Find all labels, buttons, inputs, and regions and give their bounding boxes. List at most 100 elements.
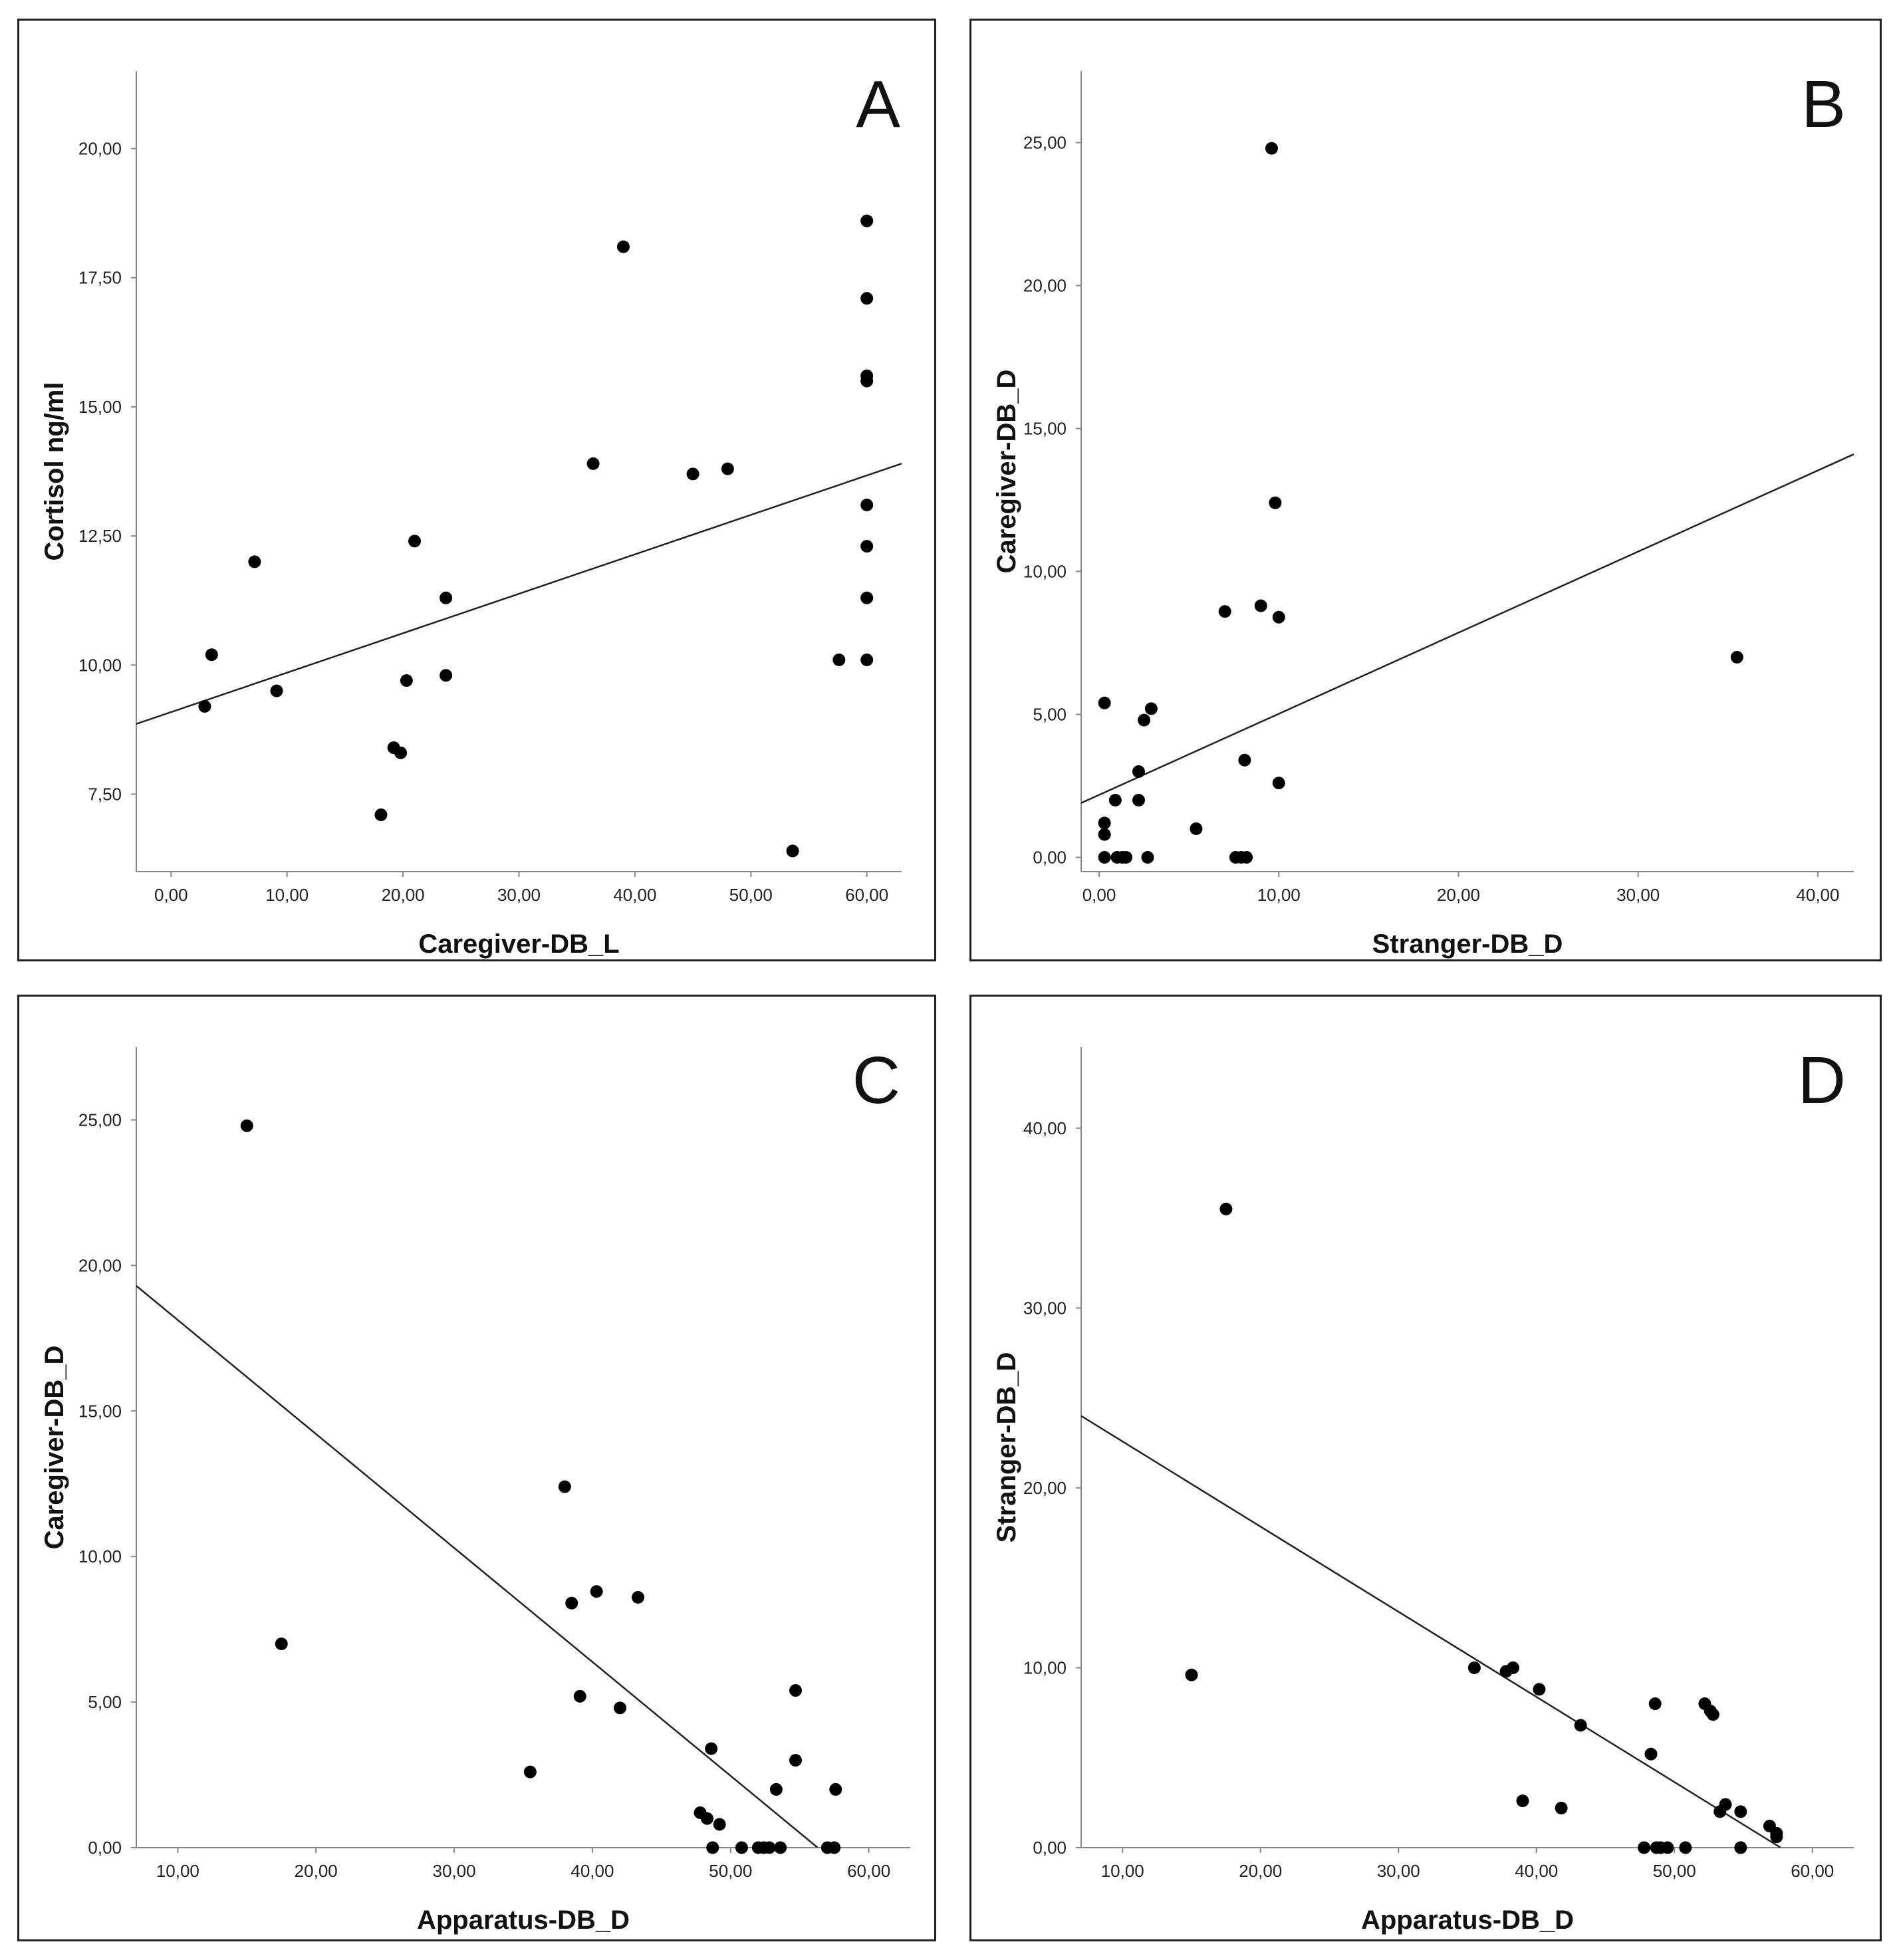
chart-c-data-point bbox=[789, 1684, 802, 1697]
chart-d-data-point bbox=[1706, 1708, 1719, 1721]
chart-d-data-point bbox=[1734, 1841, 1747, 1854]
chart-d-data-point bbox=[1638, 1841, 1651, 1854]
chart-d-x-tick-label: 20,00 bbox=[1239, 1861, 1282, 1881]
chart-a-data-point bbox=[686, 467, 699, 481]
chart-c-y-tick-label: 10,00 bbox=[78, 1546, 122, 1566]
chart-c-data-point bbox=[275, 1638, 288, 1651]
chart-d-x-tick-label: 40,00 bbox=[1515, 1861, 1558, 1881]
chart-a-x-tick-label: 40,00 bbox=[613, 885, 656, 905]
chart-c-y-axis-title: Caregiver-DB_D bbox=[40, 1346, 69, 1550]
chart-a-svg: 0,00 10,00 20,00 30,00 40,00 50,00 60,00 7,50 10… bbox=[40, 67, 902, 959]
chart-c-x-tick-label: 40,00 bbox=[570, 1861, 614, 1881]
chart-a-y-tick-label: 20,00 bbox=[78, 139, 122, 159]
chart-c-data-point bbox=[713, 1818, 726, 1831]
chart-a-data-point bbox=[860, 540, 874, 553]
chart-b-y-tick-label: 5,00 bbox=[1033, 705, 1067, 725]
chart-d-data-point bbox=[1533, 1683, 1546, 1696]
panel-c: 10,00 20,00 30,00 40,00 50,00 60,00 0,00 5,00 10… bbox=[17, 995, 936, 1941]
chart-b-data-point bbox=[1272, 777, 1285, 790]
chart-d-y-tick-label: 10,00 bbox=[1023, 1657, 1067, 1677]
chart-c-data-point bbox=[789, 1754, 802, 1767]
chart-c-data-point bbox=[735, 1841, 748, 1854]
chart-c-x-tick-label: 60,00 bbox=[847, 1861, 890, 1881]
chart-d-data-point bbox=[1574, 1719, 1587, 1732]
chart-a-data-point bbox=[440, 591, 453, 604]
chart-b-data-point bbox=[1141, 851, 1154, 864]
chart-b-y-tick-label: 20,00 bbox=[1023, 276, 1067, 296]
chart-d-data-point bbox=[1506, 1661, 1519, 1674]
chart-d-x-tick-label: 50,00 bbox=[1653, 1861, 1696, 1881]
panel-d: 10,00 20,00 30,00 40,00 50,00 60,00 0,00 10,00 2… bbox=[969, 995, 1882, 1941]
chart-c-data-point bbox=[829, 1782, 842, 1796]
chart-d-fit-line bbox=[1081, 1415, 1781, 1848]
chart-d-data-point bbox=[1644, 1747, 1658, 1761]
chart-c-data-point bbox=[632, 1590, 645, 1604]
chart-c-data-point bbox=[769, 1782, 783, 1796]
chart-a-y-tick-label: 17,50 bbox=[78, 268, 122, 288]
chart-a-data-point bbox=[860, 374, 874, 388]
chart-b-fit-line bbox=[1081, 453, 1854, 804]
chart-c-data-point bbox=[614, 1701, 626, 1715]
chart-d-x-tick-label: 60,00 bbox=[1791, 1861, 1834, 1881]
chart-a-data-point bbox=[786, 844, 799, 858]
chart-a-y-tick-label: 10,00 bbox=[78, 655, 122, 675]
chart-d-data-point bbox=[1219, 1203, 1233, 1216]
panel-b: 0,00 10,00 20,00 30,00 40,00 0,00 5,00 10,00 15,… bbox=[969, 19, 1882, 961]
chart-d-data-point bbox=[1516, 1794, 1529, 1808]
chart-c-x-tick-label: 10,00 bbox=[156, 1861, 199, 1881]
chart-d-data-point bbox=[1648, 1697, 1662, 1711]
chart-b-x-tick-label: 30,00 bbox=[1616, 885, 1660, 905]
chart-a-data-point bbox=[205, 648, 218, 662]
chart-d-data-point bbox=[1555, 1801, 1568, 1814]
chart-a-data-point bbox=[721, 462, 734, 475]
chart-a-data-point bbox=[860, 591, 874, 604]
chart-a-data-point bbox=[616, 240, 630, 253]
chart-c-data-point bbox=[565, 1596, 578, 1610]
chart-c-data-point bbox=[240, 1119, 253, 1132]
chart-c-data-point bbox=[523, 1765, 537, 1778]
chart-a-fit-line bbox=[136, 463, 902, 725]
chart-b-data-point bbox=[1254, 599, 1267, 612]
chart-c-data-point bbox=[590, 1585, 603, 1598]
chart-b-y-tick-label: 15,00 bbox=[1023, 419, 1067, 439]
chart-d-panel-letter: D bbox=[1798, 1043, 1846, 1118]
chart-a-y-tick-label: 12,50 bbox=[78, 526, 122, 546]
chart-d-x-tick-label: 30,00 bbox=[1377, 1861, 1420, 1881]
chart-b-y-tick-label: 0,00 bbox=[1033, 848, 1067, 868]
chart-a-data-point bbox=[374, 808, 388, 822]
chart-c-x-tick-label: 50,00 bbox=[709, 1861, 752, 1881]
chart-b-data-point bbox=[1132, 765, 1145, 778]
chart-a-panel-letter: A bbox=[856, 67, 900, 142]
chart-a-x-tick-label: 30,00 bbox=[497, 885, 541, 905]
chart-d-x-tick-label: 10,00 bbox=[1101, 1861, 1144, 1881]
chart-d-data-point bbox=[1719, 1798, 1732, 1811]
chart-a-data-point bbox=[198, 699, 211, 713]
chart-a-data-point bbox=[394, 746, 408, 759]
chart-b-panel-letter: B bbox=[1801, 67, 1846, 142]
chart-b-x-tick-label: 20,00 bbox=[1437, 885, 1480, 905]
chart-d-x-axis-title: Apparatus-DB_D bbox=[1361, 1905, 1574, 1935]
chart-b-data-point bbox=[1120, 851, 1133, 864]
chart-a-x-tick-label: 10,00 bbox=[265, 885, 309, 905]
chart-c-y-tick-label: 0,00 bbox=[88, 1838, 122, 1858]
chart-b-data-point bbox=[1240, 851, 1253, 864]
chart-d-data-point bbox=[1661, 1841, 1674, 1854]
chart-c-data-point bbox=[706, 1841, 719, 1854]
chart-b-y-axis-title: Caregiver-DB_D bbox=[992, 370, 1021, 574]
chart-a-x-tick-label: 0,00 bbox=[154, 885, 188, 905]
chart-b-data-point bbox=[1144, 702, 1158, 715]
chart-d-y-tick-label: 40,00 bbox=[1023, 1118, 1067, 1138]
chart-c-data-point bbox=[705, 1742, 718, 1755]
chart-d-data-point bbox=[1734, 1805, 1747, 1818]
chart-d-data-point bbox=[1679, 1841, 1692, 1854]
chart-c-y-tick-label: 20,00 bbox=[78, 1255, 122, 1275]
chart-b-data-point bbox=[1098, 696, 1111, 709]
chart-b-data-point bbox=[1238, 753, 1251, 767]
chart-b-data-point bbox=[1098, 816, 1111, 830]
chart-c-panel-letter: C bbox=[852, 1043, 900, 1118]
chart-b-data-point bbox=[1138, 713, 1151, 727]
chart-c-fit-line bbox=[136, 1285, 819, 1848]
chart-c-y-tick-label: 15,00 bbox=[78, 1401, 122, 1421]
chart-b-x-axis-title: Stranger-DB_D bbox=[1372, 929, 1563, 959]
chart-b-data-point bbox=[1098, 828, 1111, 841]
